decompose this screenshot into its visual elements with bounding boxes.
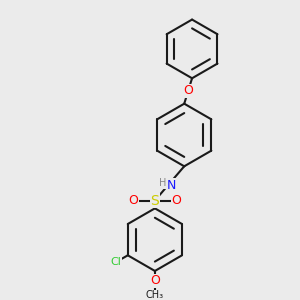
Text: N: N [166, 178, 176, 192]
Text: O: O [172, 194, 181, 207]
Text: O: O [150, 274, 160, 287]
Text: S: S [151, 194, 159, 208]
Text: O: O [128, 194, 138, 207]
Text: CH₃: CH₃ [146, 290, 164, 300]
Text: Cl: Cl [110, 257, 122, 267]
Text: O: O [183, 85, 193, 98]
Text: H: H [158, 178, 166, 188]
